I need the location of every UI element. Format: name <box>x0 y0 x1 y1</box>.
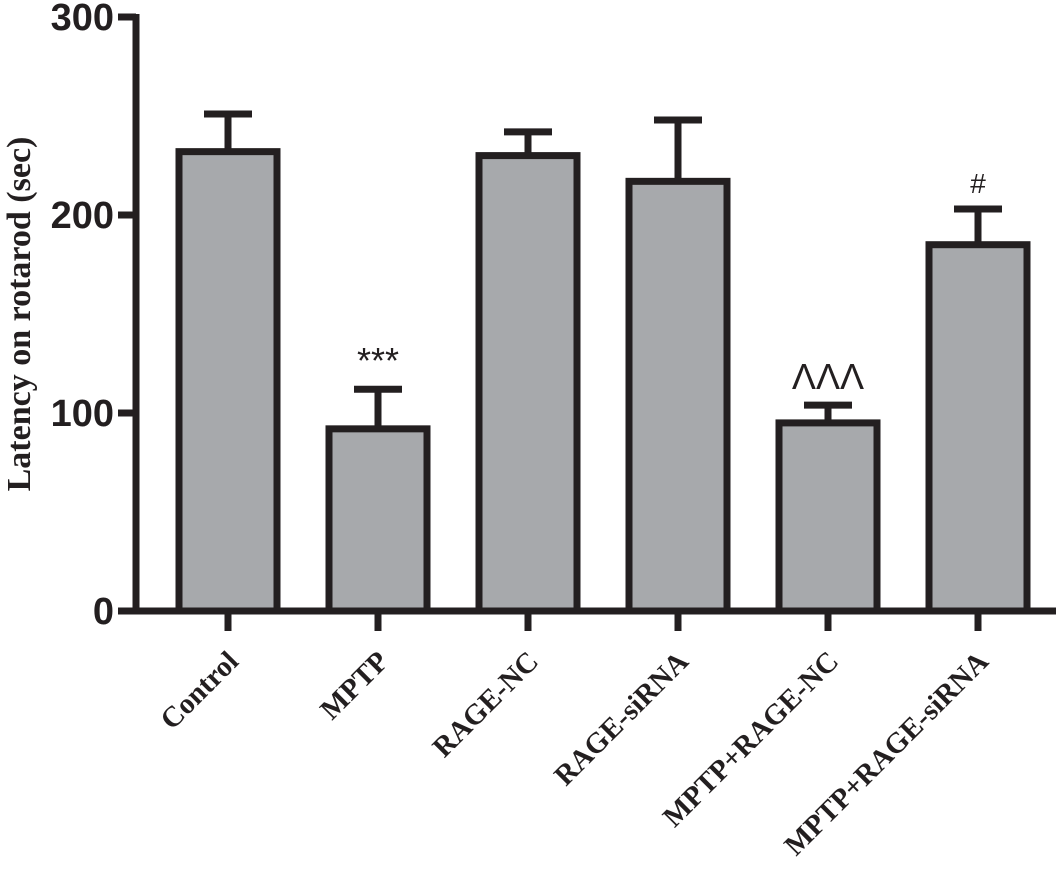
significance-annotation: *** <box>357 340 399 381</box>
bar <box>775 419 881 615</box>
bar <box>625 177 731 615</box>
y-axis-label: Latency on rotarod (sec) <box>1 137 38 492</box>
y-tick-label: 100 <box>51 393 114 435</box>
bar <box>925 241 1031 615</box>
significance-annotation: ΛΛΛ <box>792 356 864 397</box>
bars <box>175 110 1031 615</box>
y-tick-label: 0 <box>93 591 114 633</box>
x-tick-label: RAGE-NC <box>427 645 545 763</box>
bar <box>175 148 281 615</box>
bar <box>475 152 581 615</box>
significance-annotation: # <box>970 168 986 199</box>
y-tick-label: 200 <box>51 195 114 237</box>
y-tick-label: 300 <box>51 0 114 39</box>
x-tick-label: Control <box>154 645 245 736</box>
x-tick-label: MPTP <box>314 645 395 726</box>
bar <box>325 425 431 615</box>
x-tick-label: RAGE-siRNA <box>548 645 695 792</box>
